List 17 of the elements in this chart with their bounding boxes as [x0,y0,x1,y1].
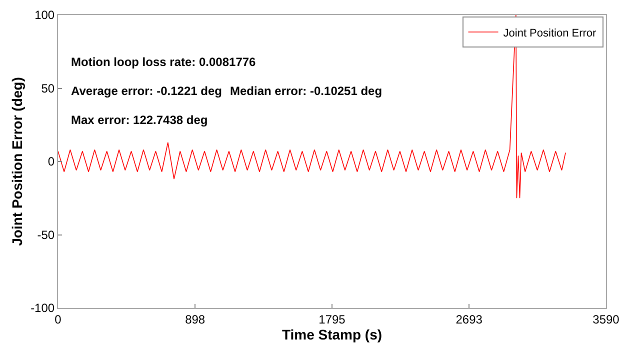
x-axis-title: Time Stamp (s) [282,326,382,342]
x-tick-label: 3590 [592,312,620,326]
line-series [58,15,566,199]
annotation: Median error: -0.10251 deg [230,84,382,98]
y-axis-title: Joint Position Error (deg) [9,77,26,246]
x-tick-label: 1795 [318,312,346,326]
legend-label: Joint Position Error [503,27,597,40]
y-tick-label: 50 [41,81,55,96]
y-tick-label: -100 [30,301,55,316]
annotation: Motion loop loss rate: 0.0081776 [71,55,256,69]
annotation: Max error: 122.7438 deg [71,113,208,127]
y-tick-label: 100 [34,8,55,22]
annotation: Average error: -0.1221 deg [71,84,222,98]
x-tick-label: 2693 [456,312,483,326]
x-tick-label: 898 [185,312,206,326]
y-tick-label: 0 [48,154,55,169]
y-tick-label: -50 [37,228,55,242]
